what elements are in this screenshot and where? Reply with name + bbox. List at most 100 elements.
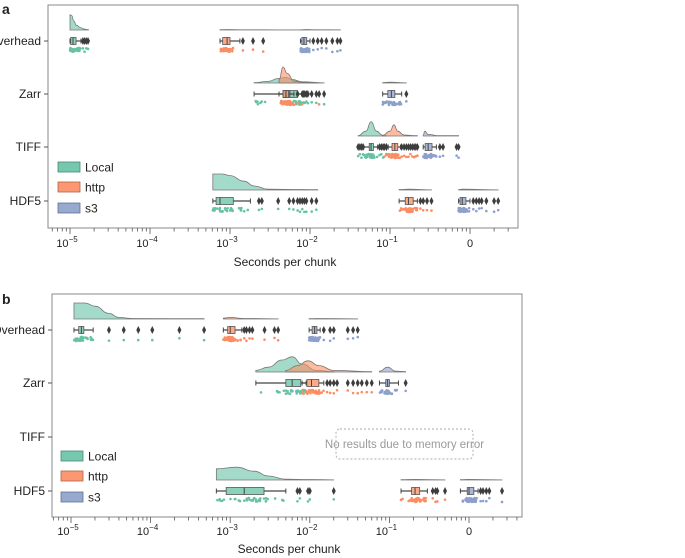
outlier-marker (242, 326, 247, 334)
strip-point (388, 101, 392, 105)
tick-base: 10 (136, 238, 148, 250)
strip-point (283, 100, 287, 104)
strip-point (222, 498, 226, 501)
strip-point (336, 49, 339, 53)
x-axis-label: Seconds per chunk (234, 255, 338, 269)
strip-point (259, 391, 263, 394)
outlier-marker (456, 143, 461, 151)
strip-point (328, 391, 332, 395)
strip-point (466, 500, 469, 503)
strip-point (250, 498, 254, 502)
strip-point (248, 498, 251, 501)
strip-point (485, 209, 488, 213)
strip-http (399, 496, 447, 504)
strip-point (418, 499, 421, 502)
strip-point (276, 338, 280, 342)
legend: Local http s3 (60, 450, 117, 505)
strip-point (315, 101, 318, 105)
legend-swatch (57, 181, 81, 193)
outlier-marker (309, 90, 314, 98)
tick-base: 10 (376, 526, 388, 538)
density-local (212, 173, 319, 191)
boxplot-http (301, 379, 374, 387)
strip-point (331, 50, 334, 54)
outlier-marker (418, 197, 423, 205)
strip-point (356, 391, 360, 395)
outlier-marker (441, 143, 446, 151)
box (411, 487, 421, 495)
strip-point (472, 207, 475, 211)
strip-point (86, 47, 90, 51)
outlier-marker (136, 326, 141, 334)
strip-point (477, 207, 481, 210)
outlier-marker (319, 37, 324, 45)
outlier-marker (429, 197, 434, 205)
outlier-marker (361, 143, 366, 151)
outlier-marker (496, 197, 501, 205)
strip-point (461, 500, 465, 503)
strip-point (213, 206, 217, 210)
strip-point (296, 500, 299, 503)
strip-s3 (422, 152, 460, 160)
boxplot-local (215, 487, 336, 495)
outlier-marker (259, 197, 264, 205)
outlier-marker (335, 37, 340, 45)
strip-point (216, 498, 219, 502)
strip-point (298, 497, 302, 500)
strip-point (443, 498, 447, 501)
annotation-box (335, 428, 474, 460)
legend-item-s3: s3 (57, 202, 98, 216)
strip-point (409, 152, 412, 156)
strip-point (391, 153, 395, 156)
strip-point (242, 209, 246, 213)
legend-swatch (60, 450, 84, 462)
strip-point (273, 497, 277, 500)
strip-point (394, 389, 397, 392)
strip-point (328, 339, 332, 343)
outlier-marker (251, 37, 256, 45)
strip-point (227, 338, 231, 342)
strip-point (302, 392, 305, 395)
strip-point (381, 100, 385, 104)
strip-point (422, 155, 425, 158)
strip-point (346, 337, 350, 341)
tick-base: 10 (296, 238, 308, 250)
strip-point (429, 156, 433, 160)
strip-http (398, 206, 433, 214)
strip-point (471, 499, 474, 503)
boxplot-s3 (378, 379, 408, 387)
strip-point (407, 155, 410, 159)
strip-point (383, 101, 387, 105)
strip-point (325, 47, 328, 50)
strip-point (320, 46, 323, 50)
plot-frame (51, 293, 523, 518)
outlier-marker (474, 197, 479, 205)
strip-point (322, 102, 326, 106)
strip-point (415, 496, 419, 500)
outlier-marker (315, 37, 320, 45)
strip-point (236, 339, 239, 342)
strip-point (257, 498, 261, 502)
category-label: TIFF (16, 140, 41, 154)
strip-point (356, 154, 360, 158)
strip-point (383, 155, 386, 158)
strip-point (89, 336, 92, 339)
legend-swatch (57, 161, 81, 173)
strip-point (308, 336, 311, 340)
strip-local (68, 46, 90, 54)
category-label: Zarr (19, 87, 41, 101)
plot-frame (47, 4, 519, 229)
box (222, 37, 231, 45)
strip-point (475, 496, 478, 500)
strip-point (462, 207, 466, 210)
density-s3 (379, 366, 407, 373)
strip-point (364, 156, 368, 159)
outlier-marker (484, 197, 489, 205)
strip-point (231, 336, 234, 339)
outlier-marker (106, 326, 111, 334)
tick-exponent: −2 (309, 235, 319, 244)
strip-point (485, 499, 488, 503)
outlier-marker (331, 379, 336, 387)
strip-point (292, 208, 295, 211)
strip-point (390, 156, 394, 159)
